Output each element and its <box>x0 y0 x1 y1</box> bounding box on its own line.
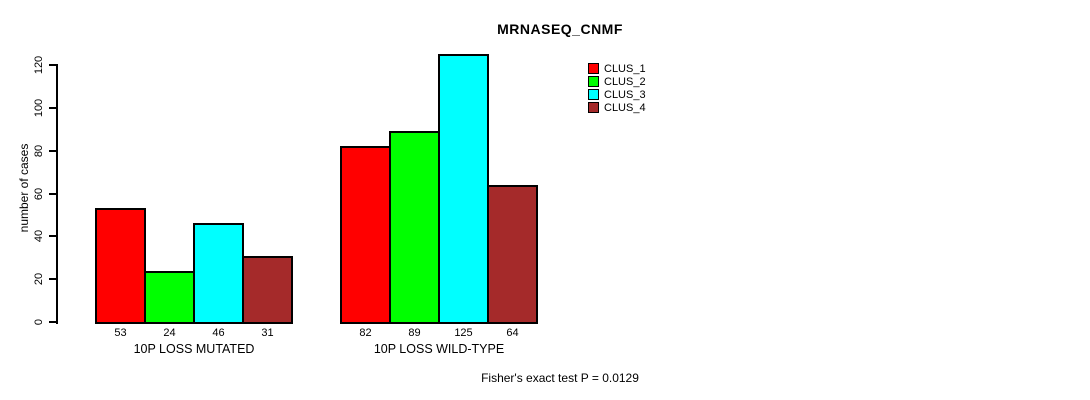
legend-swatch-clus_2 <box>588 76 599 87</box>
bar-clus_3-group2 <box>438 54 489 324</box>
bar-value-label: 31 <box>261 327 274 339</box>
y-axis-tick-40 <box>49 235 57 238</box>
bar-clus_1-group1 <box>95 208 146 324</box>
bar-value-label: 82 <box>359 327 372 339</box>
y-axis-tick-20 <box>49 278 57 281</box>
legend-label: CLUS_2 <box>604 75 646 88</box>
bar-value-label: 24 <box>163 327 176 339</box>
y-axis-tick-100 <box>49 106 57 109</box>
legend-swatch-clus_1 <box>588 63 599 74</box>
legend-label: CLUS_4 <box>604 101 646 114</box>
legend-item-clus_4: CLUS_4 <box>588 101 646 114</box>
y-axis-tick-label-0: 0 <box>33 318 45 326</box>
y-axis-tick-label-60: 60 <box>33 187 45 200</box>
bar-clus_2-group2 <box>389 131 440 324</box>
bar-value-label: 46 <box>212 327 225 339</box>
bar-clus_1-group2 <box>340 146 391 324</box>
bar-value-label: 89 <box>408 327 421 339</box>
bar-clus_3-group1 <box>193 223 244 324</box>
bar-clus_4-group2 <box>487 184 538 324</box>
y-axis-tick-120 <box>49 64 57 66</box>
y-axis-tick-label-100: 100 <box>33 98 45 118</box>
bar-clus_2-group1 <box>144 270 195 324</box>
y-axis-tick-0 <box>49 321 57 323</box>
legend-swatch-clus_4 <box>588 102 599 113</box>
chart-title: MRNASEQ_CNMF <box>497 21 623 37</box>
bar-clus_4-group1 <box>242 255 293 324</box>
legend-item-clus_2: CLUS_2 <box>588 75 646 88</box>
legend-label: CLUS_1 <box>604 62 646 75</box>
bar-value-label: 64 <box>506 327 519 339</box>
y-axis-tick-label-80: 80 <box>33 144 45 157</box>
group-label: 10P LOSS WILD-TYPE <box>373 342 505 356</box>
y-axis-tick-label-40: 40 <box>33 230 45 243</box>
legend-swatch-clus_3 <box>588 89 599 100</box>
bar-value-label: 53 <box>114 327 127 339</box>
legend: CLUS_1 CLUS_2 CLUS_3 CLUS_4 <box>588 62 646 114</box>
y-axis-tick-label-120: 120 <box>33 55 45 75</box>
footnote: Fisher's exact test P = 0.0129 <box>481 371 639 385</box>
group-label: 10P LOSS MUTATED <box>133 342 255 356</box>
y-axis-line <box>56 64 58 324</box>
legend-label: CLUS_3 <box>604 88 646 101</box>
bar-value-label: 125 <box>454 327 473 339</box>
y-axis-tick-label-20: 20 <box>33 273 45 286</box>
y-axis-tick-60 <box>49 192 57 195</box>
legend-item-clus_3: CLUS_3 <box>588 88 646 101</box>
y-axis-tick-80 <box>49 149 57 152</box>
legend-item-clus_1: CLUS_1 <box>588 62 646 75</box>
y-axis-label: number of cases <box>17 143 31 233</box>
